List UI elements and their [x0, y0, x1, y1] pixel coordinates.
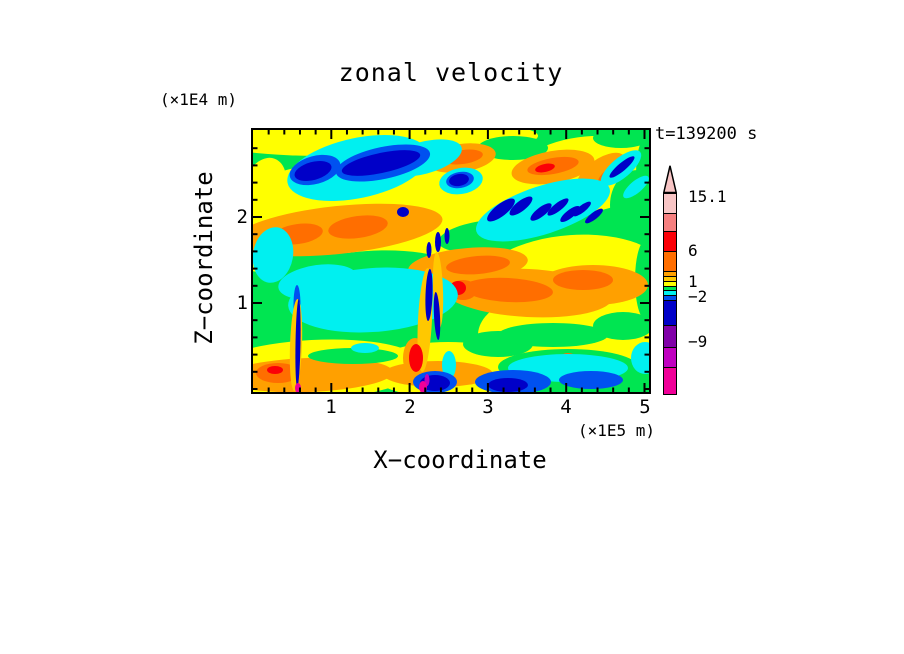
colorbar-label-6: 6: [688, 241, 698, 260]
x-axis-unit-label: (×1E5 m): [577, 421, 655, 440]
y-axis-unit-label: (×1E4 m): [160, 90, 238, 109]
colorbar-segment: [664, 286, 676, 290]
colorbar-segment: [664, 281, 676, 286]
y-tick-label-2: 2: [236, 206, 248, 228]
colorbar-segment: [664, 213, 676, 231]
contour-field: [253, 130, 649, 392]
x-tick-label-3: 3: [482, 396, 494, 418]
colorbar-segment: [664, 325, 676, 347]
y-tick-label-1: 1: [236, 292, 248, 314]
colorbar-segment: [664, 231, 676, 251]
colorbar-segment: [664, 194, 676, 213]
colorbar-segment: [664, 251, 676, 271]
colorbar-segment: [664, 271, 676, 276]
plot-area: [251, 128, 651, 394]
colorbar-segment: [664, 367, 676, 394]
colorbar-label-max: 15.1: [688, 187, 727, 206]
colorbar: [663, 193, 677, 395]
y-axis-title: Z−coordinate: [190, 171, 218, 345]
chart-title: zonal velocity: [338, 58, 564, 87]
axis-ticks: [253, 130, 649, 392]
x-tick-label-4: 4: [560, 396, 572, 418]
colorbar-label-neg9: −9: [688, 332, 708, 351]
colorbar-label-1: 1: [688, 272, 698, 291]
time-stamp-label: t=139200 s: [655, 124, 758, 144]
colorbar-label-neg2: −2: [688, 287, 708, 306]
colorbar-segment: [664, 276, 676, 281]
x-tick-label-2: 2: [404, 396, 416, 418]
colorbar-arrow-icon: [663, 165, 677, 193]
x-axis-title: X−coordinate: [373, 446, 547, 474]
contour-blobs: [253, 130, 649, 392]
colorbar-segment: [664, 295, 676, 300]
colorbar-segment: [664, 300, 676, 325]
colorbar-segment: [664, 347, 676, 367]
x-tick-label-1: 1: [325, 396, 337, 418]
colorbar-segment: [664, 290, 676, 295]
x-tick-label-5: 5: [639, 396, 651, 418]
